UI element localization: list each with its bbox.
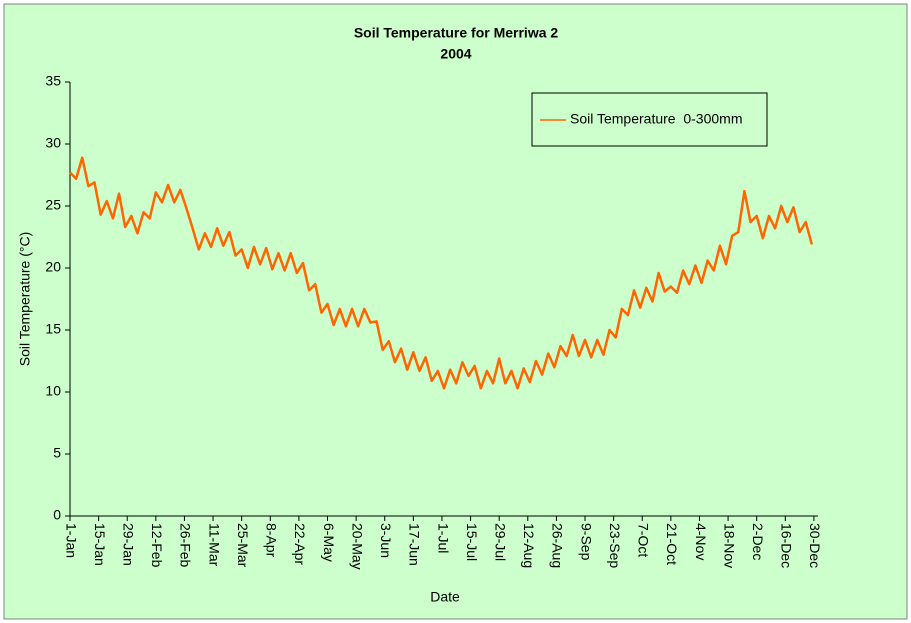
y-tick-label: 15 <box>45 321 61 337</box>
x-tick-label: 17-Jun <box>407 523 423 566</box>
x-tick-label: 7-Oct <box>636 523 652 557</box>
x-tick-label: 30-Dec <box>807 523 823 568</box>
x-tick-label: 11-Mar <box>206 523 222 567</box>
legend-box <box>531 92 768 147</box>
x-tick-label: 26-Aug <box>550 523 566 568</box>
x-tick-label: 23-Sep <box>607 523 623 568</box>
x-tick-label: 15-Jul <box>464 523 480 561</box>
x-tick-label: 16-Dec <box>779 523 795 568</box>
x-tick-label: 1-Jul <box>435 523 451 553</box>
chart-background <box>3 3 908 620</box>
legend-label: Soil Temperature 0-300mm <box>570 111 742 127</box>
y-tick-label: 5 <box>53 445 61 461</box>
x-tick-label: 15-Jan <box>92 523 108 566</box>
y-tick-label: 25 <box>45 197 61 213</box>
x-tick-label: 25-Mar <box>235 523 251 568</box>
x-tick-label: 2-Dec <box>750 523 766 560</box>
x-tick-label: 20-May <box>349 523 365 570</box>
x-tick-label: 6-May <box>321 523 337 562</box>
y-tick-label: 30 <box>45 135 61 151</box>
x-tick-label: 12-Aug <box>521 523 537 568</box>
x-tick-label: 29-Jul <box>492 523 508 561</box>
legend <box>531 92 768 147</box>
y-tick-label: 10 <box>45 383 61 399</box>
y-axis-label: Soil Temperature (°C) <box>17 232 33 367</box>
x-tick-label: 9-Sep <box>578 523 594 561</box>
x-tick-label: 21-Oct <box>664 523 680 565</box>
x-tick-label: 18-Nov <box>721 523 737 568</box>
series-line <box>69 156 814 390</box>
x-tick-label: 29-Jan <box>121 523 137 566</box>
x-axis-label: Date <box>430 589 460 605</box>
x-tick-label: 22-Apr <box>292 523 308 565</box>
chart-title: Soil Temperature for Merriwa 2 <box>354 25 559 41</box>
y-tick-label: 20 <box>45 259 61 275</box>
x-tick-label: 4-Nov <box>693 523 709 560</box>
x-tick-label: 1-Jan <box>63 523 79 558</box>
y-tick-label: 35 <box>45 73 61 89</box>
chart-subtitle: 2004 <box>440 46 471 62</box>
y-tick-label: 0 <box>53 507 61 523</box>
x-tick-label: 12-Feb <box>149 523 165 568</box>
x-tick-label: 3-Jun <box>378 523 394 558</box>
x-tick-label: 8-Apr <box>264 523 280 558</box>
x-tick-label: 26-Feb <box>178 523 194 568</box>
